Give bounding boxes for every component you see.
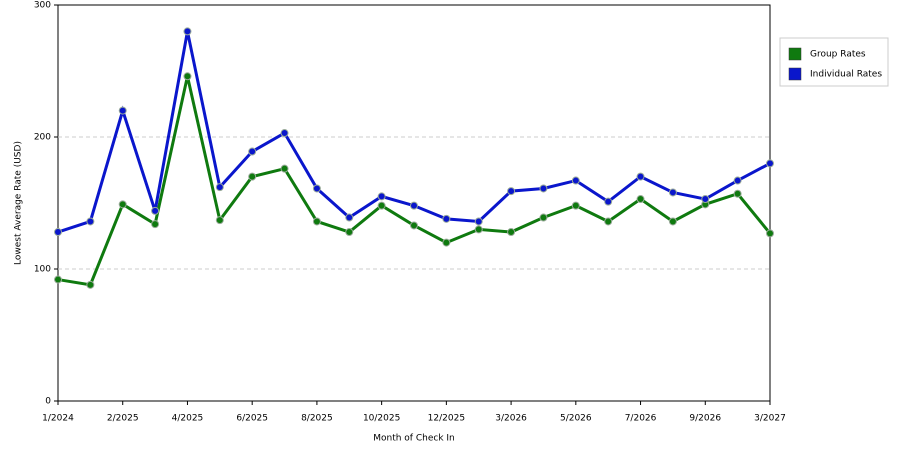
data-point — [280, 129, 289, 138]
data-point — [151, 220, 160, 229]
data-point — [539, 213, 548, 222]
x-tick-label: 6/2025 — [236, 414, 268, 424]
data-point — [442, 238, 451, 247]
y-tick-label: 200 — [34, 133, 51, 143]
data-point — [118, 106, 127, 115]
legend-swatch — [788, 67, 802, 81]
data-point — [636, 195, 645, 204]
data-point — [474, 217, 483, 226]
x-axis-title: Month of Check In — [373, 434, 455, 444]
data-point — [571, 176, 580, 185]
data-point — [733, 189, 742, 198]
data-point — [410, 221, 418, 230]
data-point — [183, 72, 192, 81]
legend-label: Group Rates — [810, 50, 866, 60]
data-point — [345, 228, 354, 237]
data-point — [507, 228, 516, 237]
data-point — [151, 206, 160, 215]
data-point — [604, 217, 613, 226]
x-tick-label: 12/2025 — [428, 414, 465, 424]
data-point — [766, 229, 774, 238]
data-point — [377, 201, 386, 210]
data-point — [248, 147, 257, 156]
data-point — [215, 183, 224, 192]
x-tick-label: 8/2025 — [301, 414, 333, 424]
data-point — [215, 216, 224, 225]
data-point — [54, 275, 62, 284]
data-point — [766, 159, 774, 168]
x-tick-label: 10/2025 — [363, 414, 400, 424]
x-tick-label: 9/2026 — [689, 414, 721, 424]
x-tick-label: 7/2026 — [625, 414, 657, 424]
y-tick-label: 300 — [34, 1, 51, 11]
legend-swatch — [788, 47, 802, 61]
data-point — [571, 201, 580, 210]
x-tick-label: 3/2027 — [754, 414, 786, 424]
y-tick-label: 0 — [45, 397, 51, 407]
data-point — [636, 172, 645, 181]
legend-label: Individual Rates — [810, 70, 882, 80]
data-point — [312, 184, 321, 193]
data-point — [345, 213, 354, 222]
y-axis-title: Lowest Average Rate (USD) — [14, 141, 24, 265]
y-tick-label: 100 — [34, 265, 51, 275]
data-point — [118, 200, 127, 209]
data-point — [248, 172, 257, 181]
x-tick-label: 2/2025 — [107, 414, 139, 424]
data-point — [86, 280, 95, 289]
data-point — [377, 192, 386, 201]
data-point — [733, 176, 742, 185]
data-point — [539, 184, 548, 193]
data-point — [410, 201, 418, 210]
data-point — [701, 195, 710, 204]
x-tick-label: 5/2026 — [560, 414, 592, 424]
data-point — [280, 164, 289, 173]
data-point — [86, 217, 95, 226]
data-point — [604, 197, 613, 206]
data-point — [474, 225, 483, 234]
data-point — [312, 217, 321, 226]
data-point — [668, 217, 677, 226]
x-tick-label: 4/2025 — [172, 414, 204, 424]
data-point — [183, 27, 192, 36]
x-tick-label: 1/2024 — [42, 414, 74, 424]
data-point — [442, 214, 451, 223]
data-point — [54, 228, 62, 237]
data-point — [507, 187, 516, 196]
x-tick-label: 3/2026 — [495, 414, 527, 424]
data-point — [668, 188, 677, 197]
